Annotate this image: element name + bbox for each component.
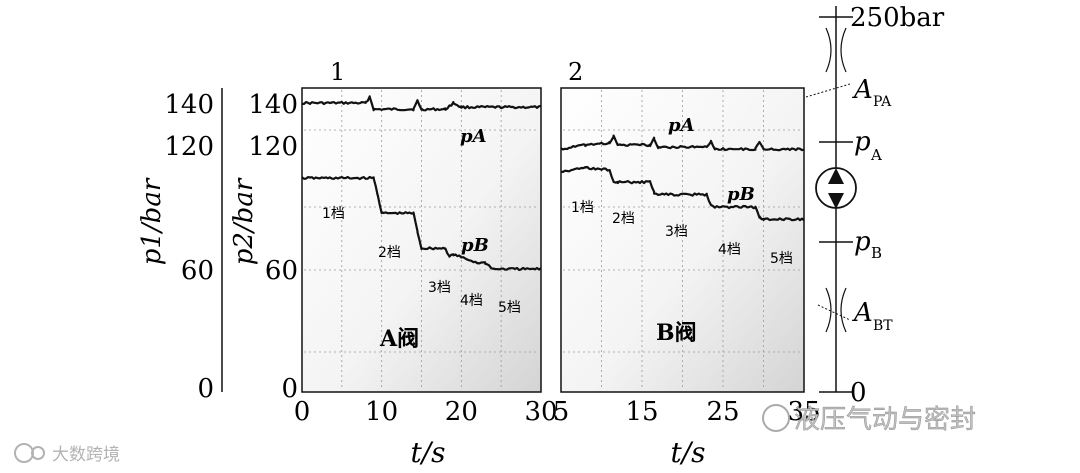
- panel-2-series-label-pA: pA: [668, 115, 695, 136]
- x-tick-label: 25: [706, 397, 739, 427]
- y-tick-label-140: 140: [164, 90, 214, 120]
- panel-2-x-ticks: 5 15 25 35: [553, 397, 821, 427]
- panel-2-series: [560, 134, 805, 222]
- panel-2-number: 2: [568, 58, 583, 86]
- panel-1-valve-label: A阀: [379, 326, 419, 352]
- orifice-apa-symbol: [825, 27, 847, 73]
- watermark-logo-icon: [14, 443, 34, 463]
- panel-1-series: [301, 95, 542, 272]
- y-axis-label-p2: p2/bar: [229, 177, 259, 265]
- panel-1-series-label-pA: pA: [460, 126, 487, 147]
- series-line-pB: [560, 165, 805, 222]
- x-tick-label: 30: [524, 397, 557, 427]
- panel-2-gear-5-label: 5档: [770, 251, 793, 267]
- y-axis-label-p1: p1/bar: [137, 177, 167, 265]
- wechat-icon: [762, 404, 790, 432]
- hydraulic-schematic: [805, 6, 857, 393]
- svg-text:B: B: [871, 244, 882, 262]
- orifice-apa-leader: [805, 83, 851, 98]
- pump-up-arrow-icon: [828, 168, 844, 184]
- series-line-pA: [302, 95, 542, 112]
- x-tick-label: 20: [445, 397, 478, 427]
- x-tick-label: 5: [553, 397, 570, 427]
- panel-1-y-tick-140: 140: [248, 90, 298, 120]
- orifice-abt-symbol: [825, 287, 847, 333]
- x-tick-label: 10: [365, 397, 398, 427]
- watermark-left-text: 大数跨境: [52, 445, 120, 465]
- label-pb: p B: [854, 227, 882, 262]
- svg-text:BT: BT: [873, 318, 893, 334]
- x-tick-label: 35: [787, 397, 820, 427]
- panel-2-gear-2-label: 2档: [612, 211, 635, 227]
- panel-2-gear-4-label: 4档: [718, 242, 741, 258]
- panel-2-gear-1-label: 1档: [571, 200, 594, 216]
- panel-1-gear-1-label: 1档: [322, 206, 345, 222]
- watermark-right-text: 液压气动与密封: [794, 405, 976, 435]
- schematic-top-label: 250bar: [850, 3, 945, 33]
- y-tick-label-60: 60: [181, 256, 214, 286]
- panel-2: 2 5 15 25 35 t/s pA pB 1档 2档 3档 4档 5档 B阀: [553, 58, 821, 469]
- panel-1-y-tick-60: 60: [265, 256, 298, 286]
- svg-text:A: A: [852, 298, 873, 328]
- panel-2-grid: [563, 90, 802, 390]
- panel-2-valve-label: B阀: [656, 320, 697, 346]
- svg-text:p: p: [854, 227, 871, 257]
- schematic-bottom-label: 0: [850, 378, 867, 408]
- svg-text:A: A: [852, 75, 873, 105]
- x-tick-label: 0: [294, 397, 311, 427]
- watermark-bottom-right: 液压气动与密封: [762, 404, 976, 435]
- watermark-bottom-left: 大数跨境: [14, 443, 120, 465]
- panel-1: 1 140 120 60 0 0 10 20 30 t/s pA pB 1档 2档 3…: [248, 58, 557, 469]
- panel-1-gear-3-label: 3档: [428, 280, 451, 296]
- y-tick-label-0: 0: [197, 374, 214, 404]
- panel-2-x-axis-label: t/s: [670, 436, 705, 469]
- series-line-pA: [560, 134, 805, 152]
- panel-1-x-axis-label: t/s: [410, 436, 445, 469]
- y-tick-label-120: 120: [164, 132, 214, 162]
- watermark-logo-icon-inner: [31, 446, 45, 460]
- panel-1-gear-5-label: 5档: [498, 300, 521, 316]
- series-line-pB: [301, 175, 542, 272]
- panel-1-series-label-pB: pB: [461, 235, 489, 256]
- panel-1-y-tick-0: 0: [281, 374, 298, 404]
- panel-1-y-tick-120: 120: [248, 132, 298, 162]
- panel-1-gear-4-label: 4档: [460, 293, 483, 309]
- svg-text:p: p: [854, 127, 871, 157]
- panel-2-series-label-pB: pB: [727, 184, 755, 205]
- x-tick-label: 15: [625, 397, 658, 427]
- svg-text:PA: PA: [873, 94, 892, 110]
- panel-1-gear-2-label: 2档: [378, 245, 401, 261]
- panel-2-gear-3-label: 3档: [665, 224, 688, 240]
- pump-down-arrow-icon: [828, 193, 844, 209]
- panel-1-x-ticks: 0 10 20 30: [294, 397, 558, 427]
- label-pa: p A: [854, 127, 882, 164]
- svg-text:A: A: [870, 146, 882, 164]
- label-apa: A PA: [852, 75, 892, 110]
- orifice-abt-leader: [817, 304, 851, 321]
- label-abt: A BT: [852, 298, 893, 334]
- left-y-axis: 140 120 60 0 p1/bar p2/bar: [137, 88, 259, 404]
- panel-1-number: 1: [330, 58, 345, 86]
